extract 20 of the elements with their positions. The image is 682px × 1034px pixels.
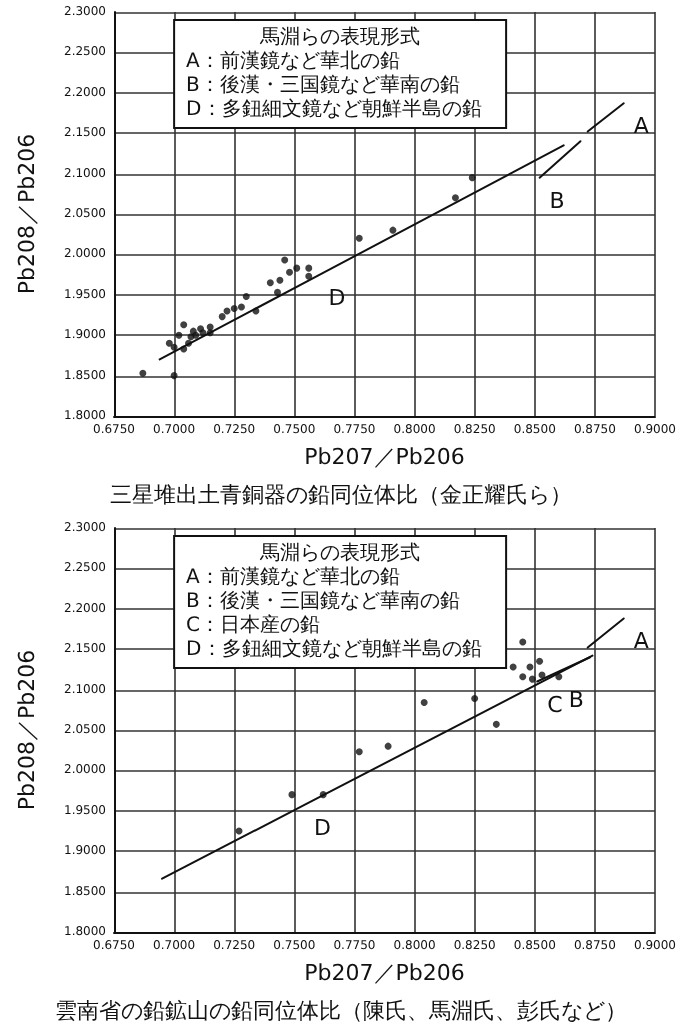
- annotation: D：多鈕細文鏡など朝鮮半島の鉛: [186, 97, 482, 121]
- annotation: C：日本産の鉛: [186, 613, 321, 637]
- text: 雲南省の鉛鉱山の鉛同位体比（陳氏、馬淵氏、彭氏など）: [55, 998, 627, 1024]
- annotation: A：前漢鏡など華北の鉛: [186, 565, 400, 589]
- annotation: D：多鈕細文鏡など朝鮮半島の鉛: [186, 637, 482, 661]
- annotation: A：前漢鏡など華北の鉛: [186, 49, 400, 73]
- y-axis-title: Pb208／Pb206: [14, 649, 40, 811]
- annotation: 馬淵らの表現形式: [258, 25, 421, 49]
- x-axis-title: Pb207／Pb206: [304, 960, 465, 986]
- annotation: A: [633, 628, 650, 655]
- annotation: B: [549, 187, 565, 214]
- annotation: C: [547, 691, 564, 718]
- annotation: B：後漢・三国鏡など華南の鉛: [186, 73, 460, 97]
- text: 三星堆出土青銅器の鉛同位体比（金正耀氏ら）: [110, 482, 572, 508]
- annotation: B: [568, 686, 584, 713]
- annotation: 馬淵らの表現形式: [258, 541, 421, 565]
- annotation: D: [313, 815, 331, 842]
- x-axis-title: Pb207／Pb206: [304, 444, 465, 470]
- y-axis-title: Pb208／Pb206: [14, 133, 40, 295]
- annotation: B：後漢・三国鏡など華南の鉛: [186, 589, 460, 613]
